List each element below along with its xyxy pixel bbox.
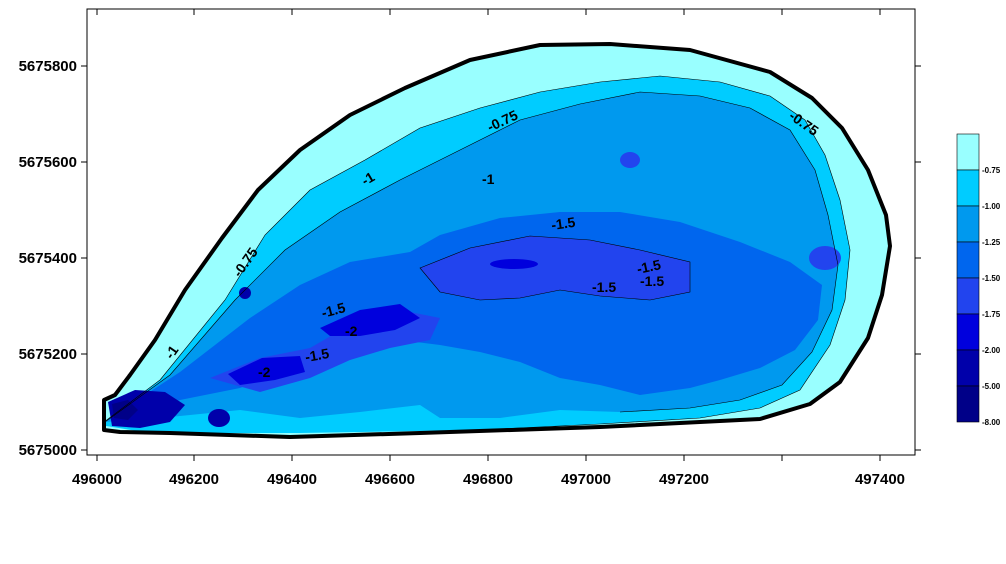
band-200-a: [320, 304, 420, 336]
contour-label: -1.5: [635, 256, 662, 277]
spot-b: [239, 287, 251, 299]
spot-a: [208, 409, 230, 427]
legend-label: -1.50: [982, 274, 1001, 283]
spot-d: [809, 246, 841, 270]
legend-swatch: [956, 385, 980, 423]
legend-label: -2.00: [982, 346, 1001, 355]
contour-label: -1.5: [640, 273, 664, 289]
contour-line-100: [104, 75, 851, 431]
legend-swatch: [956, 349, 980, 387]
band-175-center: [420, 236, 690, 300]
x-tick-label: 497400: [855, 471, 905, 488]
contour-lines: [104, 75, 851, 431]
legend-swatch: [956, 277, 980, 315]
spot-e: [620, 152, 640, 168]
legend-label: -1.00: [982, 202, 1001, 211]
color-scale-legend: -0.75 -1.00 -1.25 -1.50 -1.75 -2.00 -5.00 -8.00: [956, 133, 1001, 427]
contour-label: -2: [258, 364, 271, 380]
y-tick-label: 5675800: [19, 58, 77, 75]
band-200-b: [228, 356, 305, 385]
legend-swatch: [956, 205, 980, 243]
contour-line-125: [104, 91, 839, 423]
y-tick-label: 5675400: [19, 250, 77, 267]
contour-label: -1.5: [320, 299, 348, 321]
x-tick-label: 496800: [463, 471, 513, 488]
contour-label: -1.5: [550, 214, 576, 233]
band-800: [112, 400, 138, 420]
island-outline: [102, 42, 892, 439]
legend-swatch: [956, 241, 980, 279]
x-tick-label: 496600: [365, 471, 415, 488]
x-tick-label: 497200: [659, 471, 709, 488]
contour-label: -1.5: [592, 279, 616, 295]
x-axis: 496000 496200 496400 496600 496800 49700…: [72, 9, 905, 488]
x-tick-label: 496400: [267, 471, 317, 488]
legend-swatch: [956, 313, 980, 351]
legend-label: -1.25: [982, 238, 1001, 247]
legend-label: -5.00: [982, 382, 1001, 391]
y-tick-label: 5675000: [19, 442, 77, 459]
y-axis: 5675800 5675600 5675400 5675200 5675000: [19, 58, 921, 459]
x-tick-label: 496000: [72, 471, 122, 488]
contour-label: -2: [345, 323, 358, 339]
legend-swatch: [956, 169, 980, 207]
legend-label: -0.75: [982, 166, 1001, 175]
y-tick-label: 5675200: [19, 346, 77, 363]
legend-swatch: [956, 133, 980, 171]
contour-label: -1.5: [304, 345, 331, 365]
contour-label: -1: [482, 171, 495, 187]
y-tick-label: 5675600: [19, 154, 77, 171]
legend-label: -1.75: [982, 310, 1001, 319]
x-tick-label: 497000: [561, 471, 611, 488]
contour-line-150: [419, 235, 691, 301]
legend-label: -8.00: [982, 418, 1001, 427]
x-tick-label: 496200: [169, 471, 219, 488]
spot-c: [490, 259, 538, 269]
